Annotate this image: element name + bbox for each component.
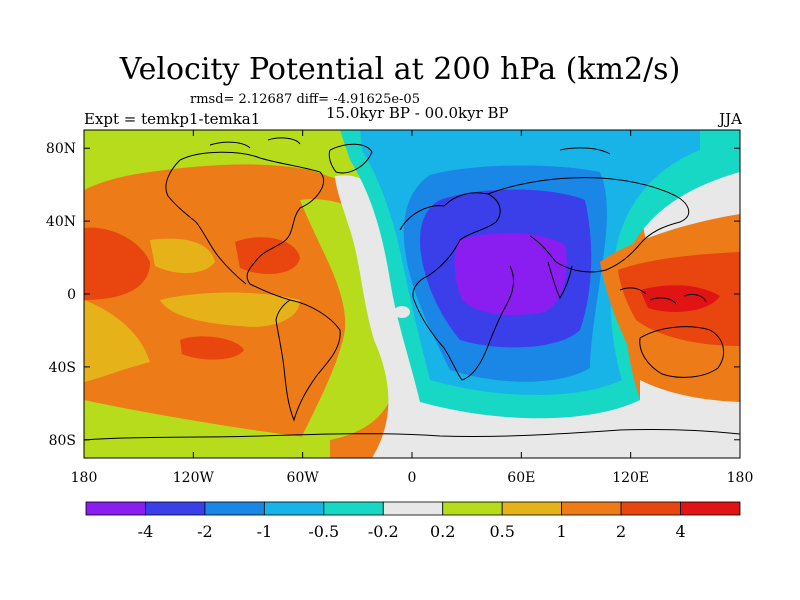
colorbar: -4 -2 -1 -0.5 -0.2 0.2 0.5 1 2 4 — [85, 501, 741, 541]
contour-max-east — [640, 285, 720, 312]
contour-green-north — [84, 130, 420, 191]
colorbar-label: 0.2 — [430, 522, 455, 541]
colorbar-swatch — [620, 501, 681, 516]
x-tick-label: 120W — [173, 470, 215, 486]
colorbar-swatch — [204, 501, 265, 516]
y-axis-ticks: 80N 40N 0 40S 80S — [46, 141, 740, 449]
colorbar-swatch — [442, 501, 503, 516]
colorbar-swatch — [145, 501, 206, 516]
x-tick-label: 60E — [507, 470, 535, 486]
colorbar-swatch — [263, 501, 325, 516]
colorbar-swatch — [680, 501, 741, 516]
colorbar-label: 1 — [557, 522, 567, 541]
contour-white-island — [394, 306, 410, 318]
x-tick-label: 60W — [287, 470, 320, 486]
colorbar-label: -2 — [197, 522, 213, 541]
contour-white-seast — [640, 380, 740, 458]
y-tick-label: 80N — [46, 141, 76, 157]
colorbar-label: 2 — [616, 522, 626, 541]
colorbar-swatch — [382, 501, 444, 516]
y-tick-label: 40S — [49, 360, 76, 376]
period-label: 15.0kyr BP - 00.0kyr BP — [326, 104, 509, 122]
x-tick-label: 180 — [727, 470, 754, 486]
colorbar-label: -1 — [257, 522, 273, 541]
coastlines — [84, 137, 740, 441]
contour-yellow-wpacific — [84, 300, 150, 382]
colorbar-swatch — [561, 501, 622, 516]
y-tick-label: 0 — [67, 287, 76, 303]
y-tick-label: 80S — [49, 433, 76, 449]
contour-green-south — [84, 400, 330, 458]
x-tick-label: 180 — [71, 470, 98, 486]
chart-title: Velocity Potential at 200 hPa (km2/s) — [119, 52, 681, 87]
colorbar-swatch — [323, 501, 384, 516]
x-axis-ticks: 180 120W 60W 0 60E 120E 180 — [71, 130, 754, 486]
x-tick-label: 0 — [408, 470, 417, 486]
contour-red-sepacific — [180, 336, 244, 360]
colorbar-label: -4 — [138, 522, 154, 541]
colorbar-label: -0.5 — [308, 522, 339, 541]
contour-purple — [454, 233, 567, 316]
stats-text: rmsd= 2.12687 diff= -4.91625e-05 — [190, 92, 420, 107]
contour-yellow-npacific — [150, 238, 215, 274]
colorbar-label: -0.2 — [368, 522, 399, 541]
contour-red-pacific — [84, 227, 150, 300]
contour-yellow-pacific — [160, 292, 300, 327]
colorbar-swatch — [85, 501, 146, 516]
experiment-label: Expt = temkp1-temka1 — [84, 110, 261, 128]
x-tick-label: 120E — [612, 470, 649, 486]
season-label: JJA — [719, 110, 742, 128]
colorbar-swatch — [501, 501, 563, 516]
colorbar-label: 0.5 — [489, 522, 514, 541]
colorbar-label: 4 — [675, 522, 685, 541]
y-tick-label: 40N — [46, 214, 76, 230]
contour-red-caribbean — [235, 237, 300, 274]
contour-white-atlantic — [335, 175, 432, 458]
contour-fill — [84, 130, 740, 458]
